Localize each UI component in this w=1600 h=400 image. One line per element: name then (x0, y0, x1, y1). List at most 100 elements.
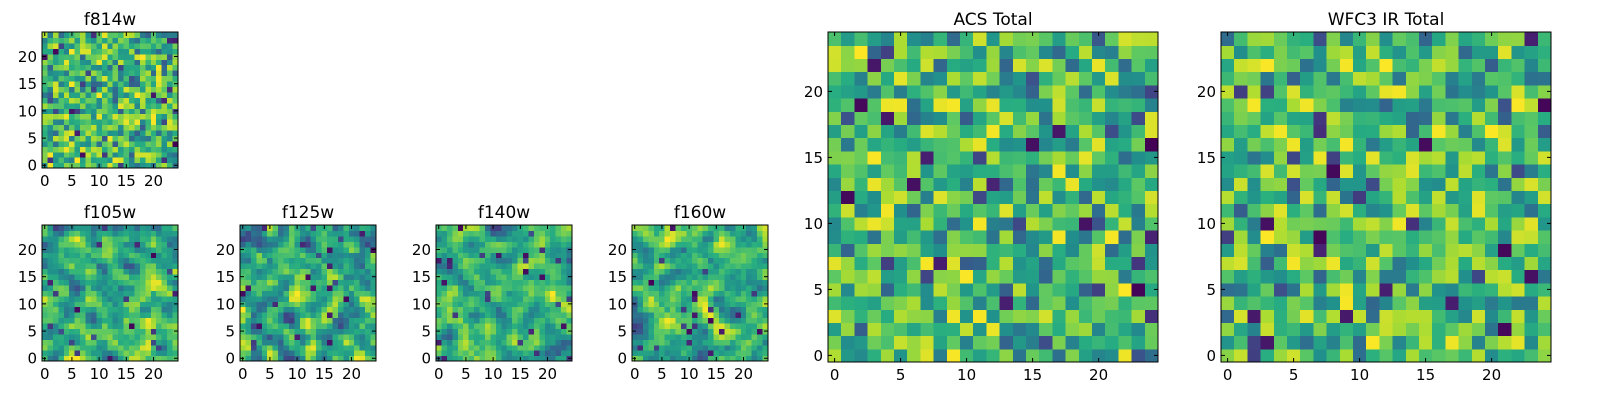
heatmap-cell (1260, 230, 1275, 244)
heatmap-cell (468, 312, 475, 319)
heatmap-cell (156, 333, 163, 340)
heatmap-cell (240, 333, 247, 340)
heatmap-cell (90, 53, 97, 60)
heatmap-cell (457, 322, 464, 329)
heatmap-cell (310, 322, 317, 329)
heatmap-cell (1105, 256, 1119, 271)
heatmap-cell (960, 335, 974, 350)
heatmap-cell (1392, 32, 1407, 46)
heatmap-cell (653, 344, 660, 351)
heatmap-cell (85, 235, 92, 242)
heatmap-cell (506, 279, 513, 286)
heatmap-cell (129, 70, 136, 77)
heatmap-cell (310, 273, 317, 280)
heatmap-cell (1300, 58, 1314, 73)
heatmap-cell (96, 263, 103, 270)
heatmap-cell (1445, 124, 1460, 139)
heatmap-cell (1405, 124, 1420, 139)
heatmap-cell (365, 295, 372, 302)
heatmap-cell (1131, 335, 1146, 350)
heatmap-cell (359, 344, 366, 351)
heatmap-cell (1419, 335, 1433, 350)
heatmap-cell (118, 135, 125, 142)
heatmap-cell (1131, 58, 1146, 73)
heatmap-cell (1458, 84, 1473, 99)
heatmap-cell (828, 71, 842, 86)
heatmap-cell (468, 252, 475, 259)
heatmap-cell (729, 273, 736, 280)
heatmap-cell (348, 301, 355, 308)
heatmap-cell (724, 235, 731, 242)
y-tick-label: 0 (27, 350, 37, 368)
heatmap-cell (172, 102, 179, 109)
heatmap-cell (370, 312, 377, 319)
heatmap-cell (69, 241, 76, 248)
heatmap-cell (327, 350, 334, 357)
heatmap-cell (52, 246, 59, 253)
heatmap-cell (713, 252, 720, 259)
y-tick-label: 10 (412, 295, 431, 313)
heatmap-cell (841, 335, 855, 350)
heatmap-cell (145, 312, 152, 319)
heatmap-cell (267, 279, 274, 286)
heatmap-cell (517, 295, 524, 302)
heatmap-cell (139, 140, 146, 147)
heatmap-cell (172, 42, 179, 49)
heatmap-cell (1445, 282, 1460, 297)
heatmap-cell (359, 273, 366, 280)
heatmap-cell (145, 48, 152, 55)
heatmap-cell (343, 279, 350, 286)
heatmap-cell (1405, 256, 1420, 271)
heatmap-cell (463, 317, 470, 324)
heatmap-cell (1485, 45, 1499, 59)
heatmap-cell (90, 32, 97, 39)
heatmap-cell (321, 246, 328, 253)
heatmap-cell (539, 301, 546, 308)
heatmap-cell (278, 317, 285, 324)
heatmap-cell (161, 306, 168, 313)
heatmap-cell (506, 306, 513, 313)
heatmap-cell (1353, 190, 1367, 205)
heatmap-cell (523, 230, 530, 237)
heatmap-cell (1026, 84, 1040, 99)
heatmap-cell (107, 235, 114, 242)
heatmap-cell (474, 235, 481, 242)
heatmap-cell (150, 86, 157, 93)
heatmap-cell (80, 80, 87, 87)
heatmap-cell (85, 102, 92, 109)
heatmap-cell (566, 225, 573, 232)
heatmap-cell (134, 124, 141, 131)
heatmap-cell (129, 64, 136, 71)
heatmap-cell (74, 70, 81, 77)
heatmap-cell (139, 59, 146, 66)
heatmap-cell (719, 225, 726, 232)
heatmap-cell (145, 162, 152, 169)
heatmap-cell (299, 284, 306, 291)
heatmap-cell (697, 235, 704, 242)
heatmap-cell (675, 295, 682, 302)
heatmap-cell (58, 241, 65, 248)
heatmap-cell (80, 102, 87, 109)
heatmap-cell (544, 268, 551, 275)
heatmap-cell (1366, 111, 1380, 125)
heatmap-cell (1405, 98, 1420, 112)
heatmap-cell (735, 252, 742, 259)
heatmap-cell (686, 290, 693, 297)
heatmap-cell (112, 70, 119, 77)
heatmap-cell (1105, 164, 1119, 178)
heatmap-cell (675, 257, 682, 264)
heatmap-cell (47, 32, 54, 39)
heatmap-cell (112, 322, 119, 329)
heatmap-cell (746, 333, 753, 340)
heatmap-cell (501, 344, 508, 351)
heatmap-cell (96, 235, 103, 242)
heatmap-cell (1511, 296, 1526, 310)
heatmap-cell (762, 268, 769, 275)
heatmap-cell (63, 140, 70, 147)
heatmap-cell (1039, 32, 1053, 46)
heatmap-cell (751, 301, 758, 308)
heatmap-cell (680, 230, 687, 237)
heatmap-cell (354, 241, 361, 248)
heatmap-cell (1405, 111, 1420, 125)
heatmap-cell (1432, 203, 1446, 218)
